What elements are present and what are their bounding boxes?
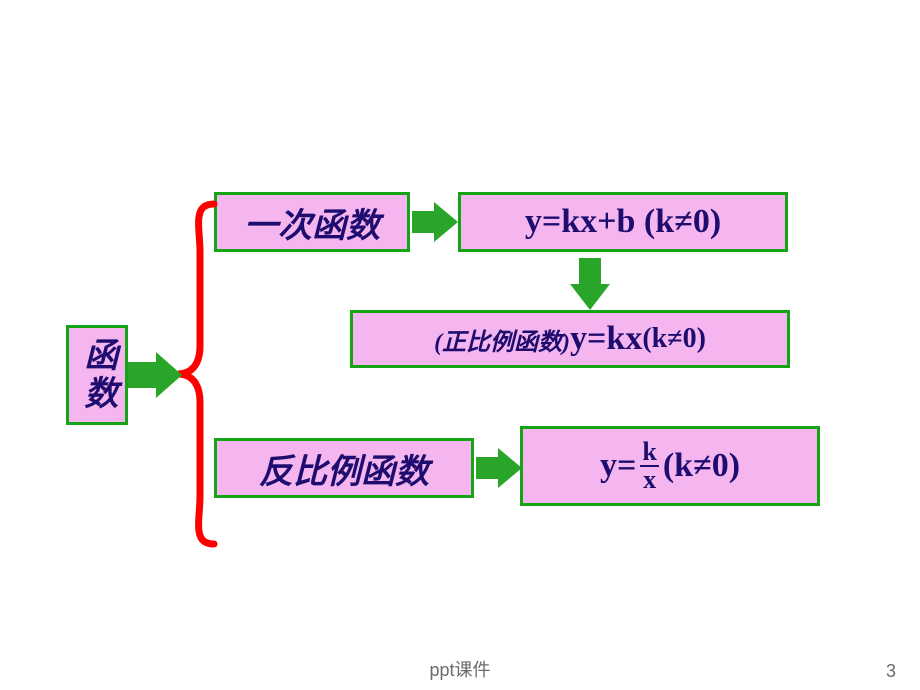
arrow-linear-to-directprop [570,258,610,310]
text-inverse-label: 反比例函数 [259,444,429,493]
node-linear-label: 一次函数 [214,192,410,252]
brace-path [178,204,214,544]
slide-canvas: 函数 一次函数 y=kx+b (k≠0) (正比例函数) y=kx (k≠0) … [0,0,920,690]
text-linear-formula: y=kx+b (k≠0) [525,203,721,241]
text-directprop-suffix: (k≠0) [642,323,706,355]
text-inverse-post: (k≠0) [663,447,740,485]
text-linear-label: 一次函数 [244,198,380,247]
node-function-root: 函数 [66,325,128,425]
node-function-root-char1: 函数 [78,337,115,413]
node-directprop-formula: (正比例函数) y=kx (k≠0) [350,310,790,368]
text-directprop-prefix: (正比例函数) [434,322,570,357]
arrow-root-to-brace [128,352,182,398]
text-inverse-pre: y= [600,447,636,485]
node-inverse-formula: y= k x (k≠0) [520,426,820,506]
node-inverse-label: 反比例函数 [214,438,474,498]
arrow-linear-to-formula [412,202,458,242]
arrow-inverse-to-formula [476,448,522,488]
footer-page-number: 3 [886,661,896,682]
fraction-k-over-x: k x [640,439,658,493]
fraction-num: k [640,439,658,467]
footer-label: ppt课件 [429,656,490,682]
text-directprop-main: y=kx [570,320,642,358]
node-linear-formula: y=kx+b (k≠0) [458,192,788,252]
fraction-den: x [640,467,658,493]
